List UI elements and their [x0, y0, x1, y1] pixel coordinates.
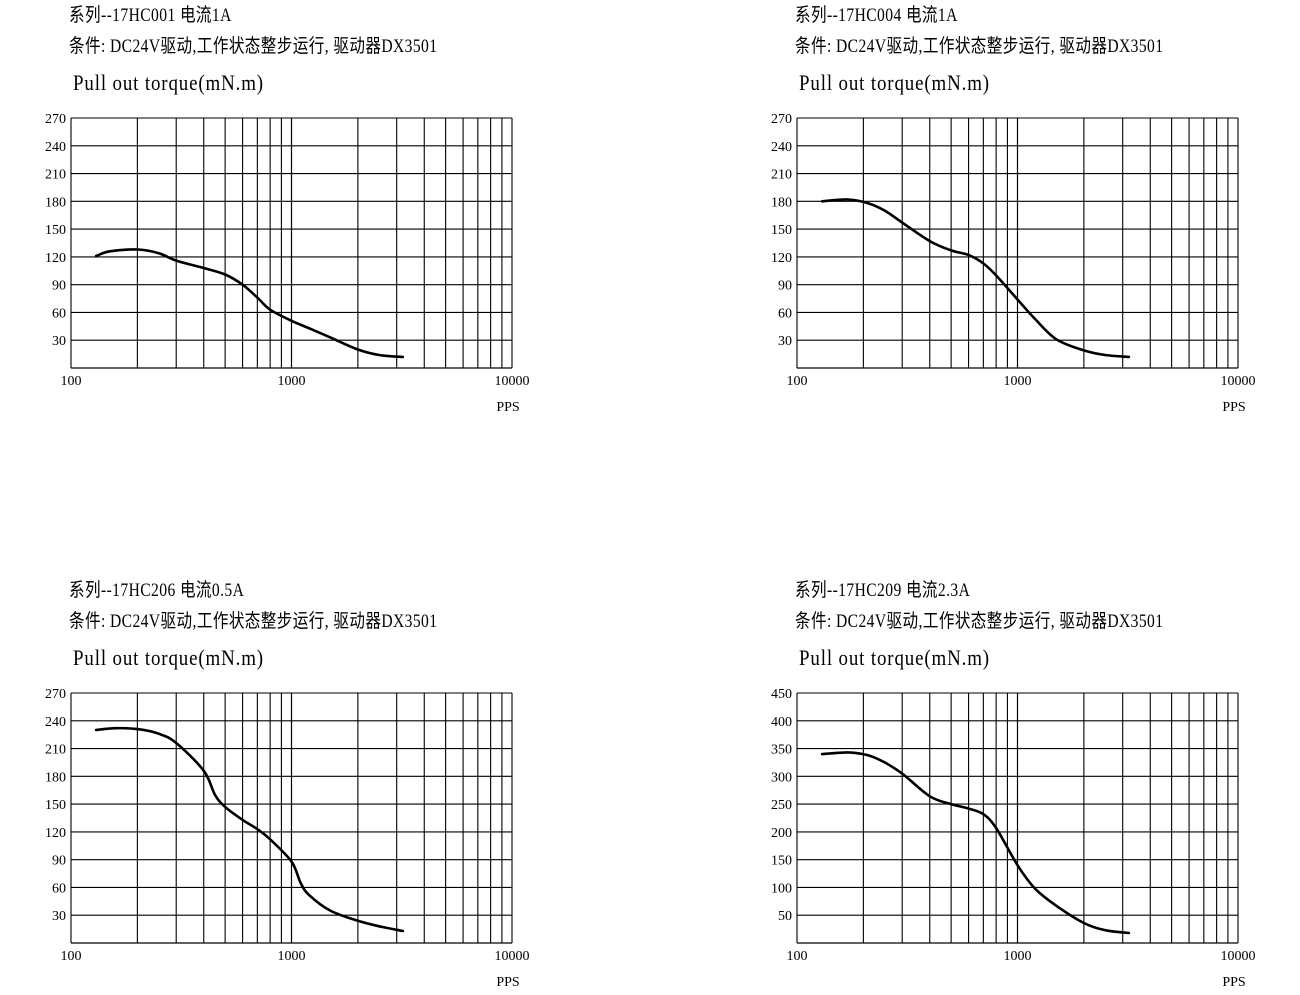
chart-panel-3: 系列--17HC206 电流0.5A 条件: DC24V驱动,工作状态整步运行,… — [40, 575, 600, 995]
y-tick-label: 90 — [52, 854, 66, 869]
x-tick-label: 100 — [61, 949, 82, 964]
x-tick-label: 10000 — [495, 374, 530, 389]
y-tick-label: 270 — [771, 112, 792, 127]
condition-text: 条件: DC24V驱动,工作状态整步运行, 驱动器DX3501 — [795, 611, 1164, 632]
y-tick-label: 120 — [45, 826, 66, 841]
y-tick-label: 270 — [45, 687, 66, 702]
y-tick-label: 150 — [771, 223, 792, 238]
x-tick-label: 1000 — [1004, 949, 1032, 964]
chart-panel-2: 系列--17HC004 电流1A 条件: DC24V驱动,工作状态整步运行, 驱… — [766, 0, 1300, 420]
x-tick-label: 10000 — [1221, 949, 1256, 964]
x-tick-label: 1000 — [1004, 374, 1032, 389]
torque-curve — [820, 198, 1131, 359]
series-label: 系列--17HC001 电流1A — [69, 5, 232, 26]
series-label: 系列--17HC209 电流2.3A — [795, 580, 971, 601]
y-tick-label: 120 — [45, 251, 66, 266]
x-axis-label: PPS — [496, 400, 519, 415]
chart-plot: 30 60 90 120 150 180 210 240 270 100 1000 10000 PPS — [45, 112, 530, 415]
y-tick-label: 210 — [45, 168, 66, 183]
y-tick-label: 180 — [45, 195, 66, 210]
x-tick-label: 1000 — [278, 949, 306, 964]
x-axis-label: PPS — [1222, 975, 1245, 990]
y-tick-label: 240 — [771, 140, 792, 155]
y-axis-title: Pull out torque(mN.m) — [799, 70, 990, 95]
y-tick-label: 30 — [52, 334, 66, 349]
torque-curve — [820, 751, 1131, 935]
chart-plot: 30 60 90 120 150 180 210 240 270 100 1000 10000 PPS — [45, 687, 530, 990]
condition-text: 条件: DC24V驱动,工作状态整步运行, 驱动器DX3501 — [795, 36, 1164, 57]
y-tick-label: 240 — [45, 140, 66, 155]
x-tick-label: 1000 — [278, 374, 306, 389]
y-tick-label: 210 — [45, 743, 66, 758]
y-axis-title: Pull out torque(mN.m) — [73, 70, 264, 95]
y-tick-label: 60 — [52, 306, 66, 321]
y-tick-label: 90 — [778, 279, 792, 294]
x-tick-label: 100 — [787, 374, 808, 389]
y-tick-label: 180 — [45, 770, 66, 785]
y-tick-label: 450 — [771, 687, 792, 702]
x-tick-label: 10000 — [495, 949, 530, 964]
y-tick-label: 300 — [771, 770, 792, 785]
y-tick-label: 200 — [771, 826, 792, 841]
y-axis-title: Pull out torque(mN.m) — [799, 645, 990, 670]
y-tick-label: 30 — [778, 334, 792, 349]
y-tick-label: 120 — [771, 251, 792, 266]
x-tick-label: 100 — [787, 949, 808, 964]
y-tick-label: 60 — [52, 881, 66, 896]
chart-plot: 50 100 150 200 250 300 350 400 450 100 1000 10000 PP… — [771, 687, 1256, 990]
y-tick-label: 210 — [771, 168, 792, 183]
y-tick-label: 150 — [771, 854, 792, 869]
condition-text: 条件: DC24V驱动,工作状态整步运行, 驱动器DX3501 — [69, 611, 438, 632]
y-tick-label: 350 — [771, 743, 792, 758]
y-tick-label: 240 — [45, 715, 66, 730]
y-tick-label: 150 — [45, 798, 66, 813]
y-tick-label: 90 — [52, 279, 66, 294]
series-label: 系列--17HC206 电流0.5A — [69, 580, 245, 601]
y-tick-label: 270 — [45, 112, 66, 127]
chart-plot: 30 60 90 120 150 180 210 240 270 100 1000 10000 PPS — [771, 112, 1256, 415]
chart-panel-4: 系列--17HC209 电流2.3A 条件: DC24V驱动,工作状态整步运行,… — [766, 575, 1300, 995]
y-tick-label: 30 — [52, 909, 66, 924]
x-tick-label: 10000 — [1221, 374, 1256, 389]
y-tick-label: 180 — [771, 195, 792, 210]
y-tick-label: 100 — [771, 881, 792, 896]
condition-text: 条件: DC24V驱动,工作状态整步运行, 驱动器DX3501 — [69, 36, 438, 57]
x-tick-label: 100 — [61, 374, 82, 389]
y-tick-label: 150 — [45, 223, 66, 238]
torque-curve — [94, 248, 405, 359]
y-tick-label: 60 — [778, 306, 792, 321]
x-axis-label: PPS — [1222, 400, 1245, 415]
chart-panel-1: 系列--17HC001 电流1A 条件: DC24V驱动,工作状态整步运行, 驱… — [40, 0, 600, 420]
y-tick-label: 50 — [778, 909, 792, 924]
y-tick-label: 250 — [771, 798, 792, 813]
y-axis-title: Pull out torque(mN.m) — [73, 645, 264, 670]
x-axis-label: PPS — [496, 975, 519, 990]
series-label: 系列--17HC004 电流1A — [795, 5, 958, 26]
y-tick-label: 400 — [771, 715, 792, 730]
torque-curve — [94, 726, 405, 933]
